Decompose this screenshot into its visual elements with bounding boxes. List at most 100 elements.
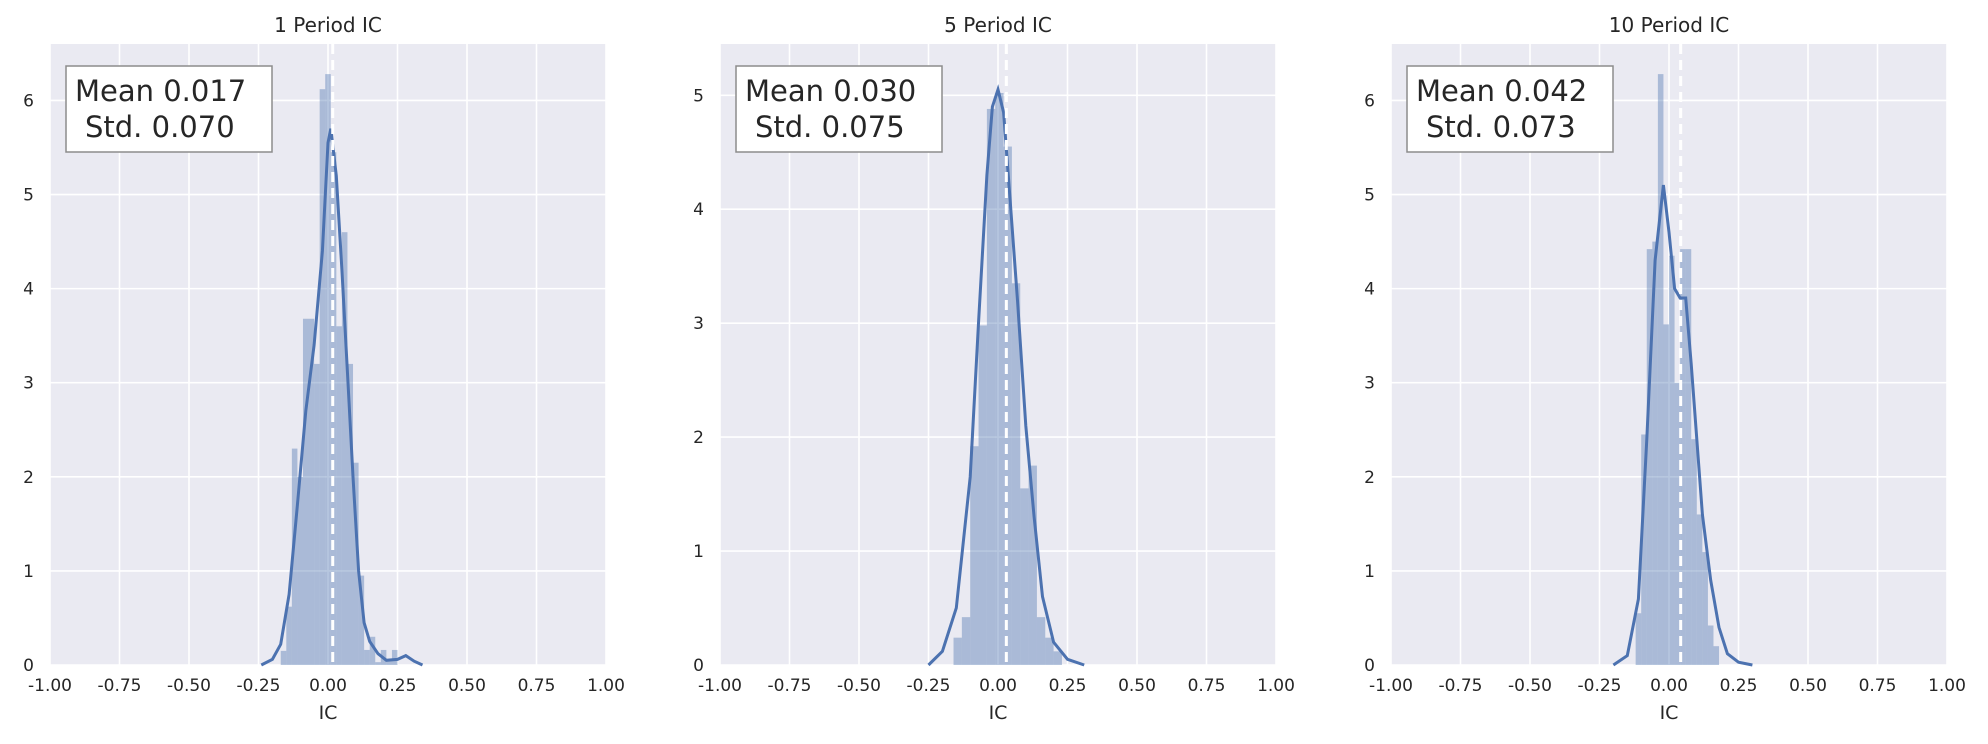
histogram-bar xyxy=(386,659,392,665)
y-tick-label: 6 xyxy=(23,91,34,111)
y-tick-label: 3 xyxy=(23,374,34,394)
panel-3: -1.00 -0.75 -0.50 -0.25 0.00 0.25 0.50 0.75 1.00… xyxy=(1364,13,1966,724)
histogram-bar xyxy=(341,232,348,665)
x-tick-label: 0.50 xyxy=(1118,676,1156,696)
histogram-bar xyxy=(330,152,337,666)
y-tick-label: 0 xyxy=(23,656,34,676)
histogram-bar xyxy=(1657,74,1664,666)
histogram-bar xyxy=(1713,646,1720,665)
histogram-bar xyxy=(1702,552,1708,665)
histogram-bar xyxy=(1646,249,1653,666)
stats-std-label: Std. 0.073 xyxy=(1426,110,1576,144)
histogram-bar xyxy=(280,650,287,665)
histogram-bar xyxy=(961,617,971,665)
y-tick-label: 4 xyxy=(1364,280,1375,300)
histogram-bar xyxy=(1685,249,1692,666)
stats-mean-label: Mean 0.030 xyxy=(745,74,916,108)
histogram-bar xyxy=(1674,382,1681,665)
histogram-bar xyxy=(314,363,320,665)
kde-curve xyxy=(927,84,1085,667)
histogram-bar xyxy=(978,325,987,665)
histogram-bar xyxy=(375,662,381,665)
x-tick-label: 0.75 xyxy=(1859,676,1897,696)
y-tick-label: 5 xyxy=(23,186,34,206)
x-tick-label: -0.50 xyxy=(167,676,211,696)
x-tick-label: -0.50 xyxy=(1508,676,1552,696)
histogram-bar xyxy=(1663,324,1669,665)
histogram-bar xyxy=(1680,249,1686,666)
y-tick-label: 6 xyxy=(1364,91,1375,111)
x-tick-label: -1.00 xyxy=(28,676,72,696)
x-tick-label: 0.00 xyxy=(979,676,1017,696)
x-tick-label: -0.75 xyxy=(1439,676,1483,696)
stats-box-frame xyxy=(1406,65,1614,153)
y-tick-label: 3 xyxy=(693,314,704,334)
histogram-bar xyxy=(286,606,292,665)
histogram-bar xyxy=(347,363,354,665)
histogram-bar xyxy=(1652,241,1658,665)
histogram-bar xyxy=(364,649,370,665)
stats-box-frame xyxy=(735,65,943,153)
histogram-bar xyxy=(1707,625,1714,665)
x-tick-label: -1.00 xyxy=(1369,676,1413,696)
histogram-bar xyxy=(369,636,376,665)
histogram-bar xyxy=(953,637,962,665)
histogram-bar xyxy=(1691,439,1697,665)
x-tick-label: 0.50 xyxy=(448,676,486,696)
x-tick-label: 0.00 xyxy=(1650,676,1688,696)
y-tick-label: 1 xyxy=(693,542,704,562)
histogram-bar xyxy=(1669,255,1675,666)
histogram-bar xyxy=(291,448,298,665)
histogram-bar xyxy=(970,446,979,665)
histogram-bar xyxy=(1028,465,1037,665)
x-tick-label: -0.50 xyxy=(837,676,881,696)
histogram-bar xyxy=(358,575,365,665)
x-tick-label: 0.50 xyxy=(1789,676,1827,696)
y-tick-label: 2 xyxy=(23,468,34,488)
histogram-bar xyxy=(1053,651,1062,665)
histogram-bar xyxy=(319,89,326,665)
y-tick-label: 4 xyxy=(693,200,704,220)
panel-2: -1.00 -0.75 -0.50 -0.25 0.00 0.25 0.50 0.75 1.00… xyxy=(693,13,1295,724)
histogram-bar xyxy=(1635,613,1642,665)
x-tick-label: 0.25 xyxy=(379,676,417,696)
x-axis-label: IC xyxy=(989,702,1008,724)
x-tick-label: -0.25 xyxy=(1578,676,1622,696)
stats-mean-label: Mean 0.017 xyxy=(75,74,246,108)
y-tick-label: 5 xyxy=(1364,186,1375,206)
histogram-bar xyxy=(1011,283,1021,665)
x-tick-label: 0.25 xyxy=(1049,676,1087,696)
histogram-bar xyxy=(1641,434,1647,665)
histogram-bar xyxy=(302,318,315,665)
y-tick-label: 2 xyxy=(693,428,704,448)
stats-mean-label: Mean 0.042 xyxy=(1416,74,1587,108)
y-tick-label: 0 xyxy=(693,656,704,676)
y-tick-label: 0 xyxy=(1364,656,1375,676)
y-tick-label: 4 xyxy=(23,280,34,300)
histogram-bar xyxy=(986,108,996,666)
y-tick-label: 3 xyxy=(1364,374,1375,394)
chart-title: 1 Period IC xyxy=(274,13,382,37)
x-tick-label: 0.00 xyxy=(309,676,347,696)
stats-std-label: Std. 0.070 xyxy=(85,110,235,144)
y-tick-label: 2 xyxy=(1364,468,1375,488)
histogram-bar xyxy=(1696,514,1703,665)
stats-std-label: Std. 0.075 xyxy=(755,110,905,144)
histogram-bar xyxy=(336,326,342,665)
y-tick-label: 5 xyxy=(693,86,704,106)
x-tick-label: -0.25 xyxy=(237,676,281,696)
x-tick-label: 0.25 xyxy=(1720,676,1758,696)
panel-1: -1.00 -0.75 -0.50 -0.25 0.00 0.25 0.50 0.75 1.00… xyxy=(23,13,625,724)
histogram-bar xyxy=(1036,617,1046,665)
histogram-bar xyxy=(1045,637,1054,665)
histogram-bar xyxy=(353,462,359,665)
kde-curve xyxy=(1612,184,1753,667)
x-tick-label: -0.25 xyxy=(907,676,951,696)
histogram-bar xyxy=(325,74,331,666)
x-tick-label: 0.75 xyxy=(518,676,556,696)
x-tick-label: -0.75 xyxy=(768,676,812,696)
x-tick-label: 0.75 xyxy=(1188,676,1226,696)
